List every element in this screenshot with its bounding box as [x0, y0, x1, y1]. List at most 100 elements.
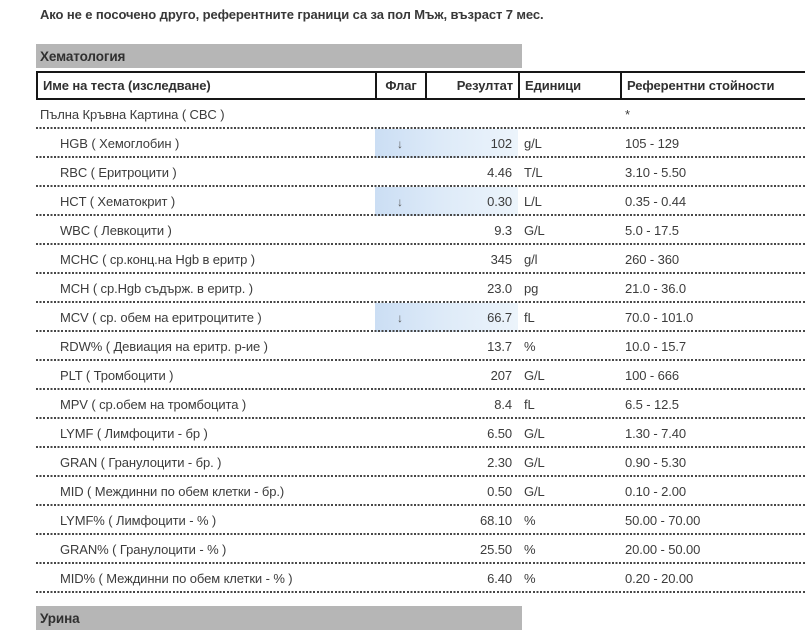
test-name-cell: RDW% ( Девиация на еритр. р-ие ): [60, 339, 268, 354]
units-cell: G/L: [524, 484, 545, 499]
test-name-cell: MCH ( ср.Hgb съдърж. в еритр. ): [60, 281, 254, 296]
flag-result-cells: 25.50: [375, 535, 518, 564]
reference-range-cell: *: [625, 107, 630, 122]
reference-range-cell: 0.90 - 5.30: [625, 455, 687, 470]
flag-result-cells: 6.40: [375, 564, 518, 593]
table-row: HGB ( Хемоглобин ) ↓ 102 g/L 105 - 129: [36, 129, 805, 158]
table-row: RBC ( Еритроцити ) 4.46 T/L 3.10 - 5.50: [36, 158, 805, 187]
reference-range-cell: 0.20 - 20.00: [625, 571, 694, 586]
table-row: MCV ( ср. обем на еритроцитите ) ↓ 66.7 fL 7…: [36, 303, 805, 332]
units-cell: fL: [524, 397, 535, 412]
reference-range-cell: 21.0 - 36.0: [625, 281, 687, 296]
table-row: MCH ( ср.Hgb съдърж. в еритр. ) 23.0 pg 21.…: [36, 274, 805, 303]
flag-result-cells: [375, 100, 518, 129]
result-value: 8.4: [494, 397, 512, 412]
column-header-reference: Референтни стойности: [627, 78, 775, 93]
units-cell: %: [524, 513, 536, 528]
reference-range-cell: 0.10 - 2.00: [625, 484, 687, 499]
result-value: 68.10: [479, 513, 512, 528]
units-cell: g/L: [524, 136, 542, 151]
units-cell: %: [524, 339, 536, 354]
units-cell: G/L: [524, 223, 545, 238]
test-name-cell: RBC ( Еритроцити ): [60, 165, 177, 180]
units-cell: %: [524, 542, 536, 557]
reference-range-cell: 10.0 - 15.7: [625, 339, 687, 354]
table-row: MPV ( ср.обем на тромбоцита ) 8.4 fL 6.5 - …: [36, 390, 805, 419]
test-name-cell: MID% ( Междинни по обем клетки - % ): [60, 571, 293, 586]
reference-range-cell: 0.35 - 0.44: [625, 194, 687, 209]
hematology-results-table: Име на теста (изследване) Флаг Резултат …: [36, 71, 805, 593]
column-header-test-name: Име на теста (изследване): [38, 73, 377, 98]
flag-result-cells: 13.7: [375, 332, 518, 361]
reference-range-cell: 260 - 360: [625, 252, 680, 267]
flag-result-cells: 207: [375, 361, 518, 390]
result-value: 23.0: [487, 281, 512, 296]
result-value: 2.30: [487, 455, 512, 470]
test-name-cell: MID ( Междинни по обем клетки - бр.): [60, 484, 285, 499]
column-header-result: Резултат: [427, 73, 520, 98]
table-row: WBC ( Левкоцити ) 9.3 G/L 5.0 - 17.5: [36, 216, 805, 245]
flag-result-cells: ↓ 0.30: [375, 187, 518, 216]
test-name-cell: Пълна Кръвна Картина ( CBC ): [40, 107, 225, 122]
test-name-cell: PLT ( Тромбоцити ): [60, 368, 174, 383]
test-name-cell: MCV ( ср. обем на еритроцитите ): [60, 310, 262, 325]
table-header-row: Име на теста (изследване) Флаг Резултат …: [36, 71, 805, 100]
units-cell: [518, 100, 620, 129]
result-value: 25.50: [479, 542, 512, 557]
units-cell: pg: [524, 281, 539, 296]
flag-down-arrow-icon: ↓: [397, 136, 403, 151]
units-cell: T/L: [524, 165, 543, 180]
test-name-cell: HGB ( Хемоглобин ): [60, 136, 180, 151]
flag-result-cells: 68.10: [375, 506, 518, 535]
reference-range-cell: 70.0 - 101.0: [625, 310, 694, 325]
reference-note: Ако не е посочено друго, референтните гр…: [40, 7, 544, 22]
result-value: 0.50: [487, 484, 512, 499]
table-row: GRAN% ( Гранулоцити - % ) 25.50% 20.00 - 5…: [36, 535, 805, 564]
units-cell: fL: [524, 310, 535, 325]
section-header-hematology: Хематология: [36, 44, 522, 68]
result-value: 207: [490, 368, 512, 383]
section-header-urine: Урина: [36, 606, 522, 630]
result-value: 4.46: [487, 165, 512, 180]
units-cell: %: [524, 571, 536, 586]
flag-result-cells: 2.30: [375, 448, 518, 477]
test-name-cell: LYMF% ( Лимфоцити - % ): [60, 513, 217, 528]
reference-range-cell: 6.5 - 12.5: [625, 397, 679, 412]
reference-range-cell: 20.00 - 50.00: [625, 542, 701, 557]
result-value: 9.3: [494, 223, 512, 238]
table-row: MCHC ( ср.конц.на Hgb в еритр ) 345 g/l 260…: [36, 245, 805, 274]
table-row: LYMF% ( Лимфоцити - % ) 68.10% 50.00 - 70.…: [36, 506, 805, 535]
flag-result-cells: 4.46: [375, 158, 518, 187]
test-name-cell: MPV ( ср.обем на тромбоцита ): [60, 397, 247, 412]
flag-result-cells: 8.4: [375, 390, 518, 419]
units-cell: g/l: [524, 252, 538, 267]
result-value: 345: [490, 252, 512, 267]
table-row: LYMF ( Лимфоцити - бр ) 6.50 G/L 1.30 - 7.4…: [36, 419, 805, 448]
table-row: HCT ( Хематокрит ) ↓ 0.30 L/L 0.35 - 0.44: [36, 187, 805, 216]
table-row: GRAN ( Гранулоцити - бр. ) 2.30 G/L 0.90 - …: [36, 448, 805, 477]
table-body: Пълна Кръвна Картина ( CBC ) * HGB ( Хемог…: [36, 100, 805, 593]
flag-result-cells: ↓ 102: [375, 129, 518, 158]
table-row: MID ( Междинни по обем клетки - бр.) 0.50…: [36, 477, 805, 506]
table-row: RDW% ( Девиация на еритр. р-ие ) 13.7% 10.…: [36, 332, 805, 361]
test-name-cell: WBC ( Левкоцити ): [60, 223, 172, 238]
result-value: 6.50: [487, 426, 512, 441]
flag-result-cells: 9.3: [375, 216, 518, 245]
result-value: 102: [490, 136, 512, 151]
reference-range-cell: 50.00 - 70.00: [625, 513, 701, 528]
test-name-cell: GRAN ( Гранулоцити - бр. ): [60, 455, 222, 470]
reference-range-cell: 1.30 - 7.40: [625, 426, 687, 441]
flag-result-cells: 345: [375, 245, 518, 274]
section-title: Хематология: [40, 49, 126, 64]
test-name-cell: HCT ( Хематокрит ): [60, 194, 176, 209]
flag-result-cells: 23.0: [375, 274, 518, 303]
reference-range-cell: 100 - 666: [625, 368, 680, 383]
reference-range-cell: 5.0 - 17.5: [625, 223, 679, 238]
result-value: 0.30: [487, 194, 512, 209]
table-row: PLT ( Тромбоцити ) 207 G/L 100 - 666: [36, 361, 805, 390]
flag-down-arrow-icon: ↓: [397, 310, 403, 325]
result-value: 66.7: [487, 310, 512, 325]
units-cell: G/L: [524, 455, 545, 470]
flag-result-cells: 6.50: [375, 419, 518, 448]
